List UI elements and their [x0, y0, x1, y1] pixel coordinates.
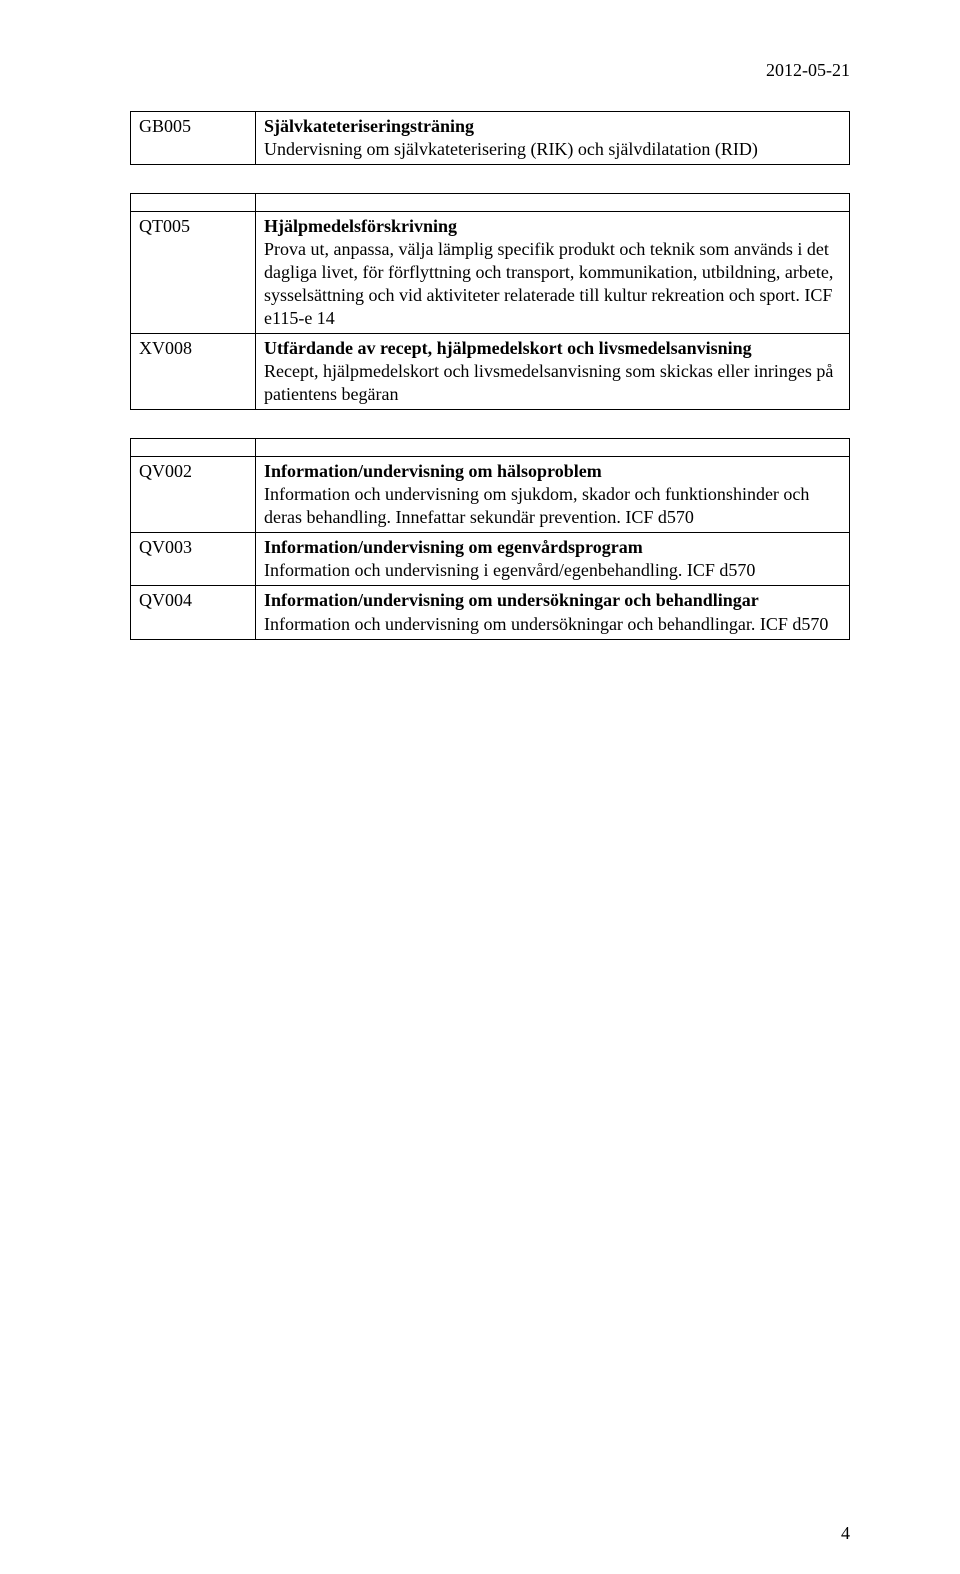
entry-title: Information/undervisning om egenvårdspro…: [264, 537, 643, 557]
table-row: QT005 Hjälpmedelsförskrivning Prova ut, …: [131, 212, 850, 334]
spacer-cell: [131, 194, 256, 212]
code-cell: QV004: [131, 586, 256, 639]
content-cell: Information/undervisning om egenvårdspro…: [256, 533, 850, 586]
spacer-row: [131, 194, 850, 212]
page: 2012-05-21 GB005 Självkateteriseringsträ…: [0, 0, 960, 1574]
content-cell: Information/undervisning om hälsoproblem…: [256, 457, 850, 533]
page-date: 2012-05-21: [130, 60, 850, 81]
entry-title: Information/undervisning om undersökning…: [264, 590, 759, 610]
entry-title: Information/undervisning om hälsoproblem: [264, 461, 602, 481]
table-row: XV008 Utfärdande av recept, hjälpmedelsk…: [131, 334, 850, 410]
doc-table-3: QV002 Information/undervisning om hälsop…: [130, 438, 850, 639]
spacer-row: [131, 439, 850, 457]
content-cell: Utfärdande av recept, hjälpmedelskort oc…: [256, 334, 850, 410]
page-number: 4: [841, 1523, 850, 1544]
entry-title: Hjälpmedelsförskrivning: [264, 216, 457, 236]
entry-desc: Recept, hjälpmedelskort och livsmedelsan…: [264, 361, 833, 404]
entry-title: Utfärdande av recept, hjälpmedelskort oc…: [264, 338, 752, 358]
code-cell: XV008: [131, 334, 256, 410]
entry-desc: Prova ut, anpassa, välja lämplig specifi…: [264, 239, 833, 328]
doc-table-2: QT005 Hjälpmedelsförskrivning Prova ut, …: [130, 193, 850, 410]
table-row: QV004 Information/undervisning om unders…: [131, 586, 850, 639]
spacer-cell: [131, 439, 256, 457]
code-cell: QV002: [131, 457, 256, 533]
code-cell: GB005: [131, 112, 256, 165]
content-cell: Information/undervisning om undersökning…: [256, 586, 850, 639]
spacer-cell: [256, 439, 850, 457]
entry-desc: Information och undervisning om sjukdom,…: [264, 484, 809, 527]
spacer-cell: [256, 194, 850, 212]
entry-desc: Information och undervisning i egenvård/…: [264, 560, 755, 580]
doc-table-1: GB005 Självkateteriseringsträning Underv…: [130, 111, 850, 165]
entry-title: Självkateteriseringsträning: [264, 116, 474, 136]
content-cell: Självkateteriseringsträning Undervisning…: [256, 112, 850, 165]
code-cell: QT005: [131, 212, 256, 334]
entry-desc: Undervisning om självkateterisering (RIK…: [264, 139, 758, 159]
table-row: QV003 Information/undervisning om egenvå…: [131, 533, 850, 586]
table-row: QV002 Information/undervisning om hälsop…: [131, 457, 850, 533]
code-cell: QV003: [131, 533, 256, 586]
content-cell: Hjälpmedelsförskrivning Prova ut, anpass…: [256, 212, 850, 334]
entry-desc: Information och undervisning om undersök…: [264, 614, 828, 634]
table-row: GB005 Självkateteriseringsträning Underv…: [131, 112, 850, 165]
